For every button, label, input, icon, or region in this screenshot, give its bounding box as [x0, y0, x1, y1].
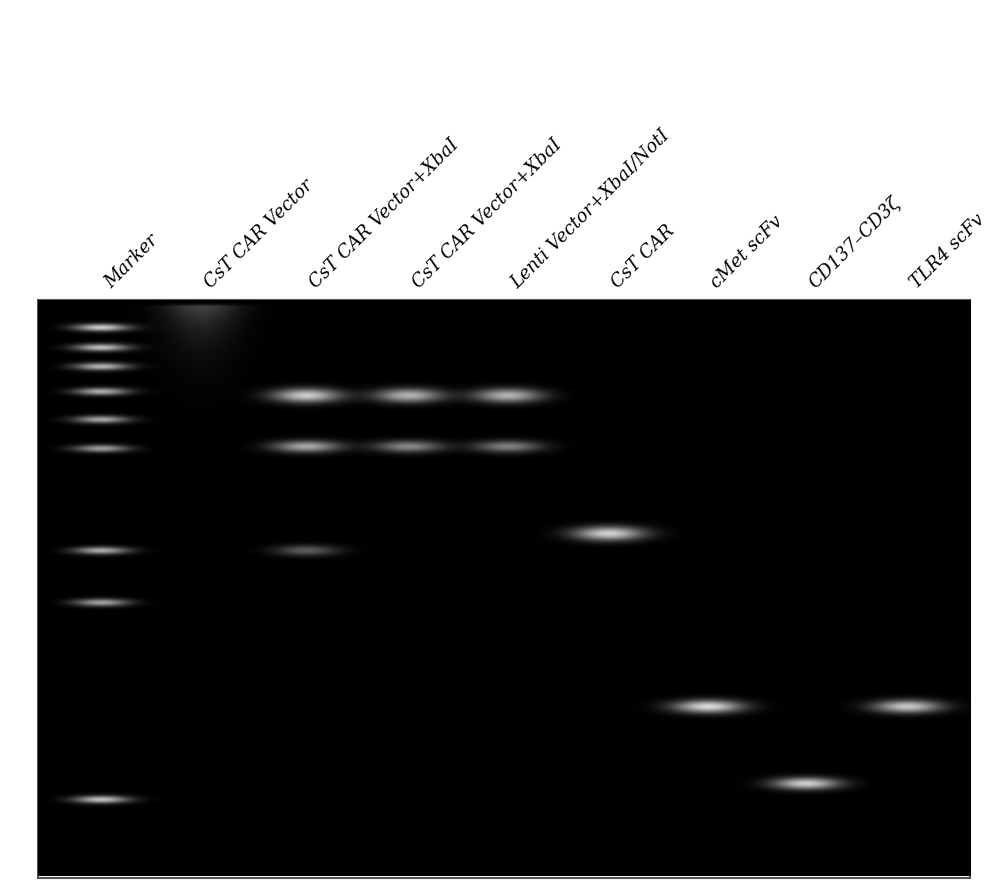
- Text: cMet scFv: cMet scFv: [707, 213, 786, 292]
- Text: Lenti Vector+XbaI/NotI: Lenti Vector+XbaI/NotI: [508, 127, 673, 292]
- Bar: [38, 300, 970, 878]
- Text: CsT CAR: CsT CAR: [608, 222, 678, 292]
- Text: Marker: Marker: [101, 231, 162, 292]
- Text: CsT CAR Vector+XbaI: CsT CAR Vector+XbaI: [409, 136, 565, 292]
- Text: CsT CAR Vector+XbaI: CsT CAR Vector+XbaI: [306, 136, 463, 292]
- Text: TLR4 scFv: TLR4 scFv: [907, 211, 988, 292]
- Text: CsT CAR Vector: CsT CAR Vector: [201, 176, 317, 292]
- Text: CD137–CD3ζ: CD137–CD3ζ: [806, 194, 904, 292]
